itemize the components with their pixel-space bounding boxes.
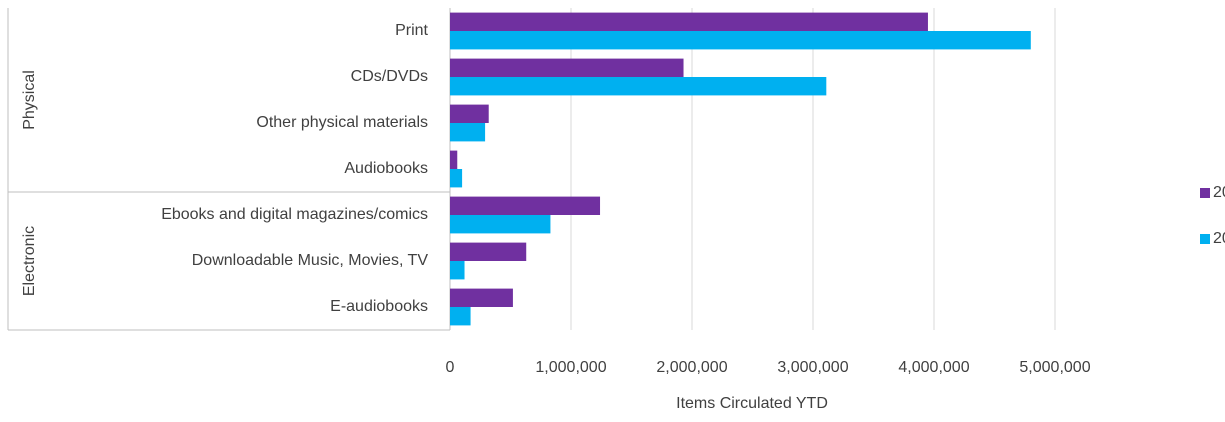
x-tick-label: 5,000,000 — [1019, 359, 1090, 376]
bar — [450, 242, 527, 261]
bar — [450, 150, 458, 169]
legend-label: 2013 — [1213, 230, 1225, 247]
x-axis-title: Items Circulated YTD — [676, 395, 828, 412]
bar — [450, 288, 513, 307]
legend-swatch — [1200, 188, 1210, 198]
bar — [450, 12, 928, 32]
x-tick-label: 4,000,000 — [898, 359, 969, 376]
legend-label: 2017 — [1213, 184, 1225, 201]
bar — [450, 77, 827, 96]
legend-swatch — [1200, 234, 1210, 244]
x-tick-label: 3,000,000 — [777, 359, 848, 376]
bar — [450, 169, 463, 188]
y-tick-label: Other physical materials — [256, 114, 428, 131]
y-tick-label: Print — [395, 22, 428, 39]
x-tick-label: 0 — [446, 359, 455, 376]
group-label: Physical — [21, 70, 38, 130]
y-tick-label: Audiobooks — [344, 160, 428, 177]
bar — [450, 307, 471, 326]
y-tick-label: CDs/DVDs — [351, 68, 428, 85]
group-label: Electronic — [21, 226, 38, 296]
x-tick-label: 2,000,000 — [656, 359, 727, 376]
x-tick-label: 1,000,000 — [535, 359, 606, 376]
y-tick-label: Downloadable Music, Movies, TV — [192, 252, 429, 269]
bar — [450, 104, 489, 123]
y-tick-label: E-audiobooks — [330, 298, 428, 315]
bar — [450, 123, 486, 142]
bar — [450, 58, 684, 77]
bar — [450, 31, 1031, 50]
y-tick-label: Ebooks and digital magazines/comics — [161, 206, 428, 223]
bar — [450, 261, 465, 280]
bar — [450, 215, 551, 234]
bar — [450, 196, 601, 215]
